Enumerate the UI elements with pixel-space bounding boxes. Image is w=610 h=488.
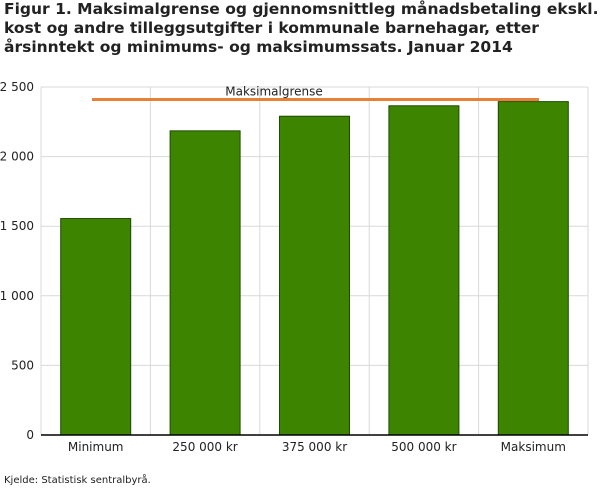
y-tick-label: 0 xyxy=(26,428,34,442)
bar-1 xyxy=(169,130,241,436)
x-axis: Minimum 250 000 kr 375 000 kr 500 000 kr Mak… xyxy=(41,434,588,454)
reference-line-group: Maksimalgrense xyxy=(92,85,539,102)
y-axis: 0 500 1 000 1 500 2 000 2 500 xyxy=(0,80,34,442)
bar-2 xyxy=(279,115,350,436)
x-tick-label: Minimum xyxy=(68,440,124,454)
x-tick-label: 500 000 kr xyxy=(391,440,456,454)
y-tick-label: 1 500 xyxy=(0,219,34,233)
y-tick-label: 2 500 xyxy=(0,80,34,94)
source-note: Kjelde: Statistisk sentralbyrå. xyxy=(4,475,151,486)
bar-0 xyxy=(60,218,132,436)
x-tick-label: 375 000 kr xyxy=(282,440,347,454)
bar-4 xyxy=(497,101,569,436)
x-tick-label: 250 000 kr xyxy=(172,440,237,454)
bar-3 xyxy=(388,105,460,436)
x-tick-label: Maksimum xyxy=(501,440,566,454)
bars xyxy=(60,101,569,436)
y-tick-label: 500 xyxy=(11,358,34,372)
y-tick-label: 2 000 xyxy=(0,150,34,164)
reference-line-label: Maksimalgrense xyxy=(225,85,323,99)
y-tick-label: 1 000 xyxy=(0,289,34,303)
chart-title: Figur 1. Maksimalgrense og gjennomsnittl… xyxy=(4,0,599,56)
